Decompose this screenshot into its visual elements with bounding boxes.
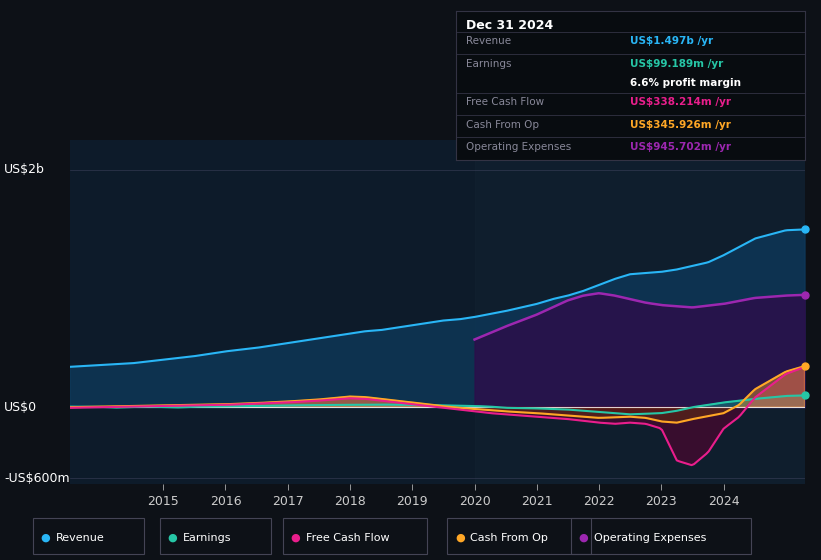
Text: US$99.189m /yr: US$99.189m /yr [631, 59, 723, 69]
Text: Free Cash Flow: Free Cash Flow [466, 97, 544, 108]
Text: Revenue: Revenue [466, 36, 511, 46]
Text: US$2b: US$2b [4, 163, 45, 176]
Bar [475, 140, 817, 484]
Text: US$338.214m /yr: US$338.214m /yr [631, 97, 732, 108]
Text: ●: ● [291, 533, 300, 543]
Text: Revenue: Revenue [56, 533, 104, 543]
Text: Earnings: Earnings [466, 59, 511, 69]
Text: Free Cash Flow: Free Cash Flow [306, 533, 390, 543]
Text: US$0: US$0 [4, 401, 37, 414]
Text: US$945.702m /yr: US$945.702m /yr [631, 142, 732, 152]
Text: -US$600m: -US$600m [4, 472, 70, 485]
Text: US$1.497b /yr: US$1.497b /yr [631, 36, 713, 46]
Text: Cash From Op: Cash From Op [466, 119, 539, 129]
Text: Cash From Op: Cash From Op [470, 533, 548, 543]
Text: ●: ● [40, 533, 50, 543]
Text: ●: ● [167, 533, 177, 543]
Text: 6.6% profit margin: 6.6% profit margin [631, 78, 741, 88]
Text: ●: ● [455, 533, 465, 543]
Text: Earnings: Earnings [183, 533, 232, 543]
Text: ●: ● [578, 533, 588, 543]
Text: US$345.926m /yr: US$345.926m /yr [631, 119, 731, 129]
Text: Operating Expenses: Operating Expenses [466, 142, 571, 152]
Text: Dec 31 2024: Dec 31 2024 [466, 18, 553, 31]
Text: Operating Expenses: Operating Expenses [594, 533, 706, 543]
